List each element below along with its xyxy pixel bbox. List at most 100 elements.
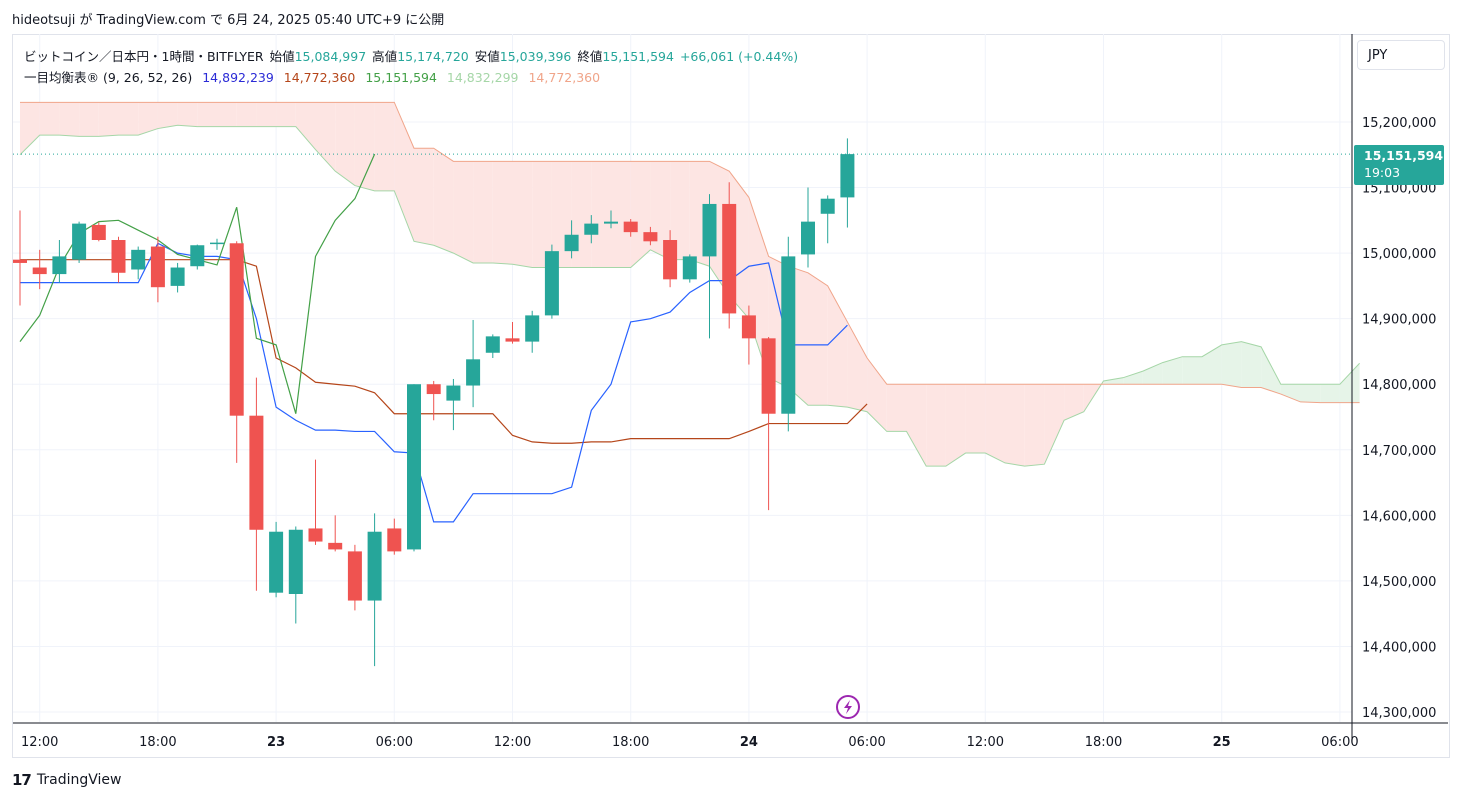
tradingview-logo-text: TradingView (36, 772, 122, 788)
price-tick-label: 14,500,000 (1362, 575, 1436, 590)
cloud-segment (98, 102, 119, 137)
span-b-value: 14,772,360 (528, 70, 601, 85)
price-tick-label: 14,900,000 (1362, 313, 1436, 328)
candle-up (544, 251, 559, 316)
price-tick-label: 15,000,000 (1362, 247, 1436, 262)
cloud-segment (906, 384, 927, 467)
indicator-name: 一目均衡表® (9, 26, 52, 26) (24, 70, 193, 85)
candle-up (367, 531, 382, 601)
candle-up (564, 234, 579, 252)
cloud-segment (39, 102, 60, 136)
indicator-legend[interactable]: 一目均衡表® (9, 26, 52, 26) 14,892,239 14,772… (24, 67, 606, 86)
candle-up (525, 315, 540, 342)
cloud-segment (1142, 362, 1163, 385)
time-tick-label: 12:00 (967, 735, 1004, 750)
time-tick-label: 23 (267, 735, 285, 750)
candle-down (150, 246, 165, 288)
ohlc-legend: ビットコイン／日本円・1時間・BITFLYER 始値15,084,997 高値15,… (24, 46, 804, 65)
cloud-segment (1123, 371, 1143, 385)
tradingview-logo[interactable]: 17 TradingView (12, 771, 121, 789)
cloud-segment (591, 161, 611, 268)
time-tick-label: 06:00 (848, 735, 885, 750)
candle-up (840, 154, 855, 198)
candle-up (170, 267, 185, 286)
high-value: 15,174,720 (397, 49, 469, 64)
candle-up (682, 256, 697, 280)
cloud-segment (1005, 384, 1025, 467)
time-tick-label: 12:00 (21, 735, 58, 750)
cloud-segment (473, 161, 493, 263)
cloud-segment (512, 161, 533, 268)
candles (13, 138, 855, 667)
candle-up (781, 256, 796, 414)
candle-down (761, 338, 776, 414)
candle-up (52, 256, 67, 275)
candle-up (446, 385, 461, 401)
cloud-segment (453, 161, 474, 263)
cloud-segment (1024, 384, 1045, 467)
kijun-value: 14,772,360 (283, 70, 356, 85)
candle-down (643, 232, 658, 242)
candle-down (663, 240, 678, 280)
cloud-segment (1320, 384, 1340, 403)
span-b-line (20, 101, 1360, 404)
cloud-segment (315, 102, 336, 172)
cloud-segment (867, 358, 887, 432)
candle-down (505, 338, 520, 342)
cloud-segment (20, 102, 40, 155)
publish-header: hideotsuji が TradingView.com で 6月 24, 20… (12, 13, 445, 28)
cloud-segment (1202, 344, 1222, 385)
price-tick-label: 15,100,000 (1362, 182, 1436, 197)
price-tick-label: 14,400,000 (1362, 640, 1436, 655)
candle-down (741, 315, 756, 339)
cloud-segment (886, 384, 907, 432)
candle-up (269, 531, 284, 593)
candle-down (387, 528, 402, 552)
span-a-value: 14,832,299 (446, 70, 519, 85)
lightning-bolt (844, 700, 852, 714)
cloud-segment (1103, 377, 1124, 385)
currency-selector[interactable]: JPY (1357, 40, 1445, 70)
cloud-segment (1241, 341, 1262, 388)
price-axis: 14,300,000 14,400,000 14,500,000 14,600,000… (1351, 34, 1436, 742)
high-label: 高値 (372, 49, 398, 64)
candle-down (426, 384, 441, 395)
cloud-segment (1339, 363, 1360, 403)
last-price-label: 15,151,594 19:03 (1354, 145, 1444, 185)
candle-down (347, 551, 362, 601)
candle-up (407, 384, 421, 550)
bar-countdown: 19:03 (1364, 165, 1401, 180)
candle-up (288, 529, 303, 594)
time-tick-label: 18:00 (1085, 735, 1122, 750)
chikou-line (19, 153, 376, 414)
candle-down (229, 243, 244, 416)
cloud-segment (374, 102, 395, 191)
candle-up (702, 203, 717, 257)
cloud-segment (926, 384, 946, 467)
open-value: 15,084,997 (294, 49, 367, 64)
candle-down (328, 542, 343, 550)
cloud-segment (79, 102, 99, 137)
cloud-segment (945, 384, 966, 467)
change-value: +66,061 (+0.44%) (679, 49, 799, 64)
tradingview-logo-icon: 17 (12, 771, 32, 789)
time-tick-label: 25 (1213, 735, 1231, 750)
cloud-segment (670, 161, 690, 260)
last-price: 15,151,594 (1364, 148, 1444, 163)
cloud-segment (1221, 341, 1242, 388)
cloud-segment (394, 102, 414, 242)
cloud-segment (1044, 384, 1065, 465)
candle-down (722, 203, 737, 314)
candle-down (32, 267, 47, 275)
price-tick-label: 15,200,000 (1362, 116, 1436, 131)
candle-up (820, 198, 835, 214)
cloud-segment (256, 102, 277, 127)
cloud-segment (157, 102, 178, 129)
candle-down (308, 528, 323, 542)
cloud-segment (985, 384, 1005, 463)
chart-pane[interactable] (12, 34, 1450, 758)
candle-down (249, 415, 264, 530)
time-tick-label: 06:00 (376, 735, 413, 750)
low-value: 15,039,396 (499, 49, 572, 64)
